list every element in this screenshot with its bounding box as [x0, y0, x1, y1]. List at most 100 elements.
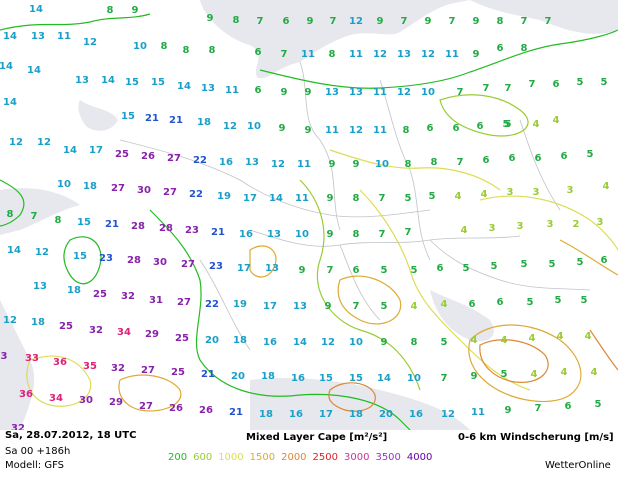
shear-value: 6: [353, 265, 360, 276]
shear-value: 21: [145, 113, 159, 124]
shear-value: 9: [279, 123, 286, 134]
shear-value: 5: [577, 77, 584, 88]
shear-value: 36: [19, 389, 33, 400]
shear-value: 13: [397, 49, 411, 60]
cape-title: Mixed Layer Cape [m²/s²]: [246, 432, 388, 443]
shear-value: 23: [99, 253, 113, 264]
shear-value: 21: [105, 219, 119, 230]
shear-value: 16: [219, 157, 233, 168]
shear-value: 26: [169, 403, 183, 414]
shear-value: 25: [115, 149, 129, 160]
shear-value: 4: [585, 331, 592, 342]
shear-value: 4: [553, 115, 560, 126]
shear-value: 22: [189, 189, 203, 200]
shear-value: 6: [497, 297, 504, 308]
shear-value: 16: [409, 409, 423, 420]
shear-value: 32: [121, 291, 135, 302]
shear-value: 12: [9, 137, 23, 148]
shear-value: 12: [349, 125, 363, 136]
shear-value: 8: [161, 41, 168, 52]
shear-value: 7: [257, 16, 264, 27]
shear-value: 27: [163, 187, 177, 198]
shear-value: 30: [137, 185, 151, 196]
shear-value: 5: [601, 77, 608, 88]
date-label: Sa, 28.07.2012, 18 UTC: [5, 430, 137, 441]
shear-value: 8: [403, 125, 410, 136]
country-borders: [119, 61, 591, 351]
shear-value: 18: [31, 317, 45, 328]
shear-value: 21: [211, 227, 225, 238]
shear-value: 4: [533, 119, 540, 130]
shear-value: 28: [127, 255, 141, 266]
shear-value: 6: [283, 16, 290, 27]
shear-value: 16: [263, 337, 277, 348]
shear-value: 11: [325, 125, 339, 136]
north-sea-baltic: [0, 0, 470, 79]
footer-panel: Sa, 28.07.2012, 18 UTC Sa 00 +186h Model…: [0, 430, 618, 478]
shear-value: 6: [565, 401, 572, 412]
shear-value: 29: [109, 397, 123, 408]
model-label: Modell: GFS: [5, 460, 65, 471]
shear-value: 9: [353, 159, 360, 170]
shear-value: 13: [245, 157, 259, 168]
shear-value: 6: [601, 255, 608, 266]
land-background: [0, 0, 618, 430]
shear-value: 14: [0, 61, 13, 72]
shear-value: 7: [441, 373, 448, 384]
shear-value: 32: [89, 325, 103, 336]
shear-value: 5: [405, 193, 412, 204]
shear-value: 13: [33, 281, 47, 292]
shear-value: 15: [121, 111, 135, 122]
shear-value: 4: [461, 225, 468, 236]
shear-value: 11: [301, 49, 315, 60]
shear-value: 6: [553, 79, 560, 90]
shear-value: 12: [373, 49, 387, 60]
shear-value: 36: [53, 357, 67, 368]
shear-value: 5: [595, 399, 602, 410]
shear-value: 4: [557, 331, 564, 342]
shear-value: 6: [483, 155, 490, 166]
shear-value: 10: [57, 179, 71, 190]
shear-value: 7: [379, 193, 386, 204]
shear-value: 3: [597, 217, 604, 228]
shear-value: 7: [521, 16, 528, 27]
shear-value: 9: [327, 193, 334, 204]
shear-value: 11: [349, 49, 363, 60]
shear-value: 7: [31, 211, 38, 222]
shear-value: 6: [453, 123, 460, 134]
shear-value: 8: [7, 209, 14, 220]
shear-value: 13: [201, 83, 215, 94]
shear-value: 6: [477, 121, 484, 132]
shear-value: 7: [457, 87, 464, 98]
shear-value: 8: [329, 49, 336, 60]
shear-value: 5: [527, 297, 534, 308]
shear-value: 6: [497, 43, 504, 54]
shear-value: 12: [223, 121, 237, 132]
adriatic-sea: [430, 290, 494, 342]
shear-value: 6: [427, 123, 434, 134]
shear-value: 14: [3, 31, 17, 42]
shear-value: 5: [411, 265, 418, 276]
brand-logo: WetterOnline: [545, 460, 611, 471]
shear-value: 17: [243, 193, 257, 204]
legend-entry: 1500: [249, 452, 276, 463]
legend-entry: 2000: [281, 452, 307, 463]
shear-value: 20: [231, 371, 245, 382]
shear-value: 32: [111, 363, 125, 374]
map-canvas: 14 8 9 9 8 7 6 9 7 12 9 7 9 7 9 8 7 7 14 13 11 12 10 8 8 8 6 7 11 8 11…: [0, 0, 618, 430]
shear-value: 30: [79, 395, 93, 406]
shear-value: 5: [429, 191, 436, 202]
shear-value: 12: [397, 87, 411, 98]
shear-value: 30: [153, 257, 167, 268]
shear-value: 15: [125, 77, 139, 88]
shear-value: 8: [497, 16, 504, 27]
shear-value: 17: [263, 301, 277, 312]
shear-value: 15: [151, 77, 165, 88]
shear-value: 12: [321, 337, 335, 348]
shear-value: 5: [491, 261, 498, 272]
shear-value: 11: [471, 407, 485, 418]
shear-value: 15: [319, 373, 333, 384]
shear-value: 7: [405, 227, 412, 238]
shear-value: 14: [269, 193, 283, 204]
shear-value: 16: [239, 229, 253, 240]
